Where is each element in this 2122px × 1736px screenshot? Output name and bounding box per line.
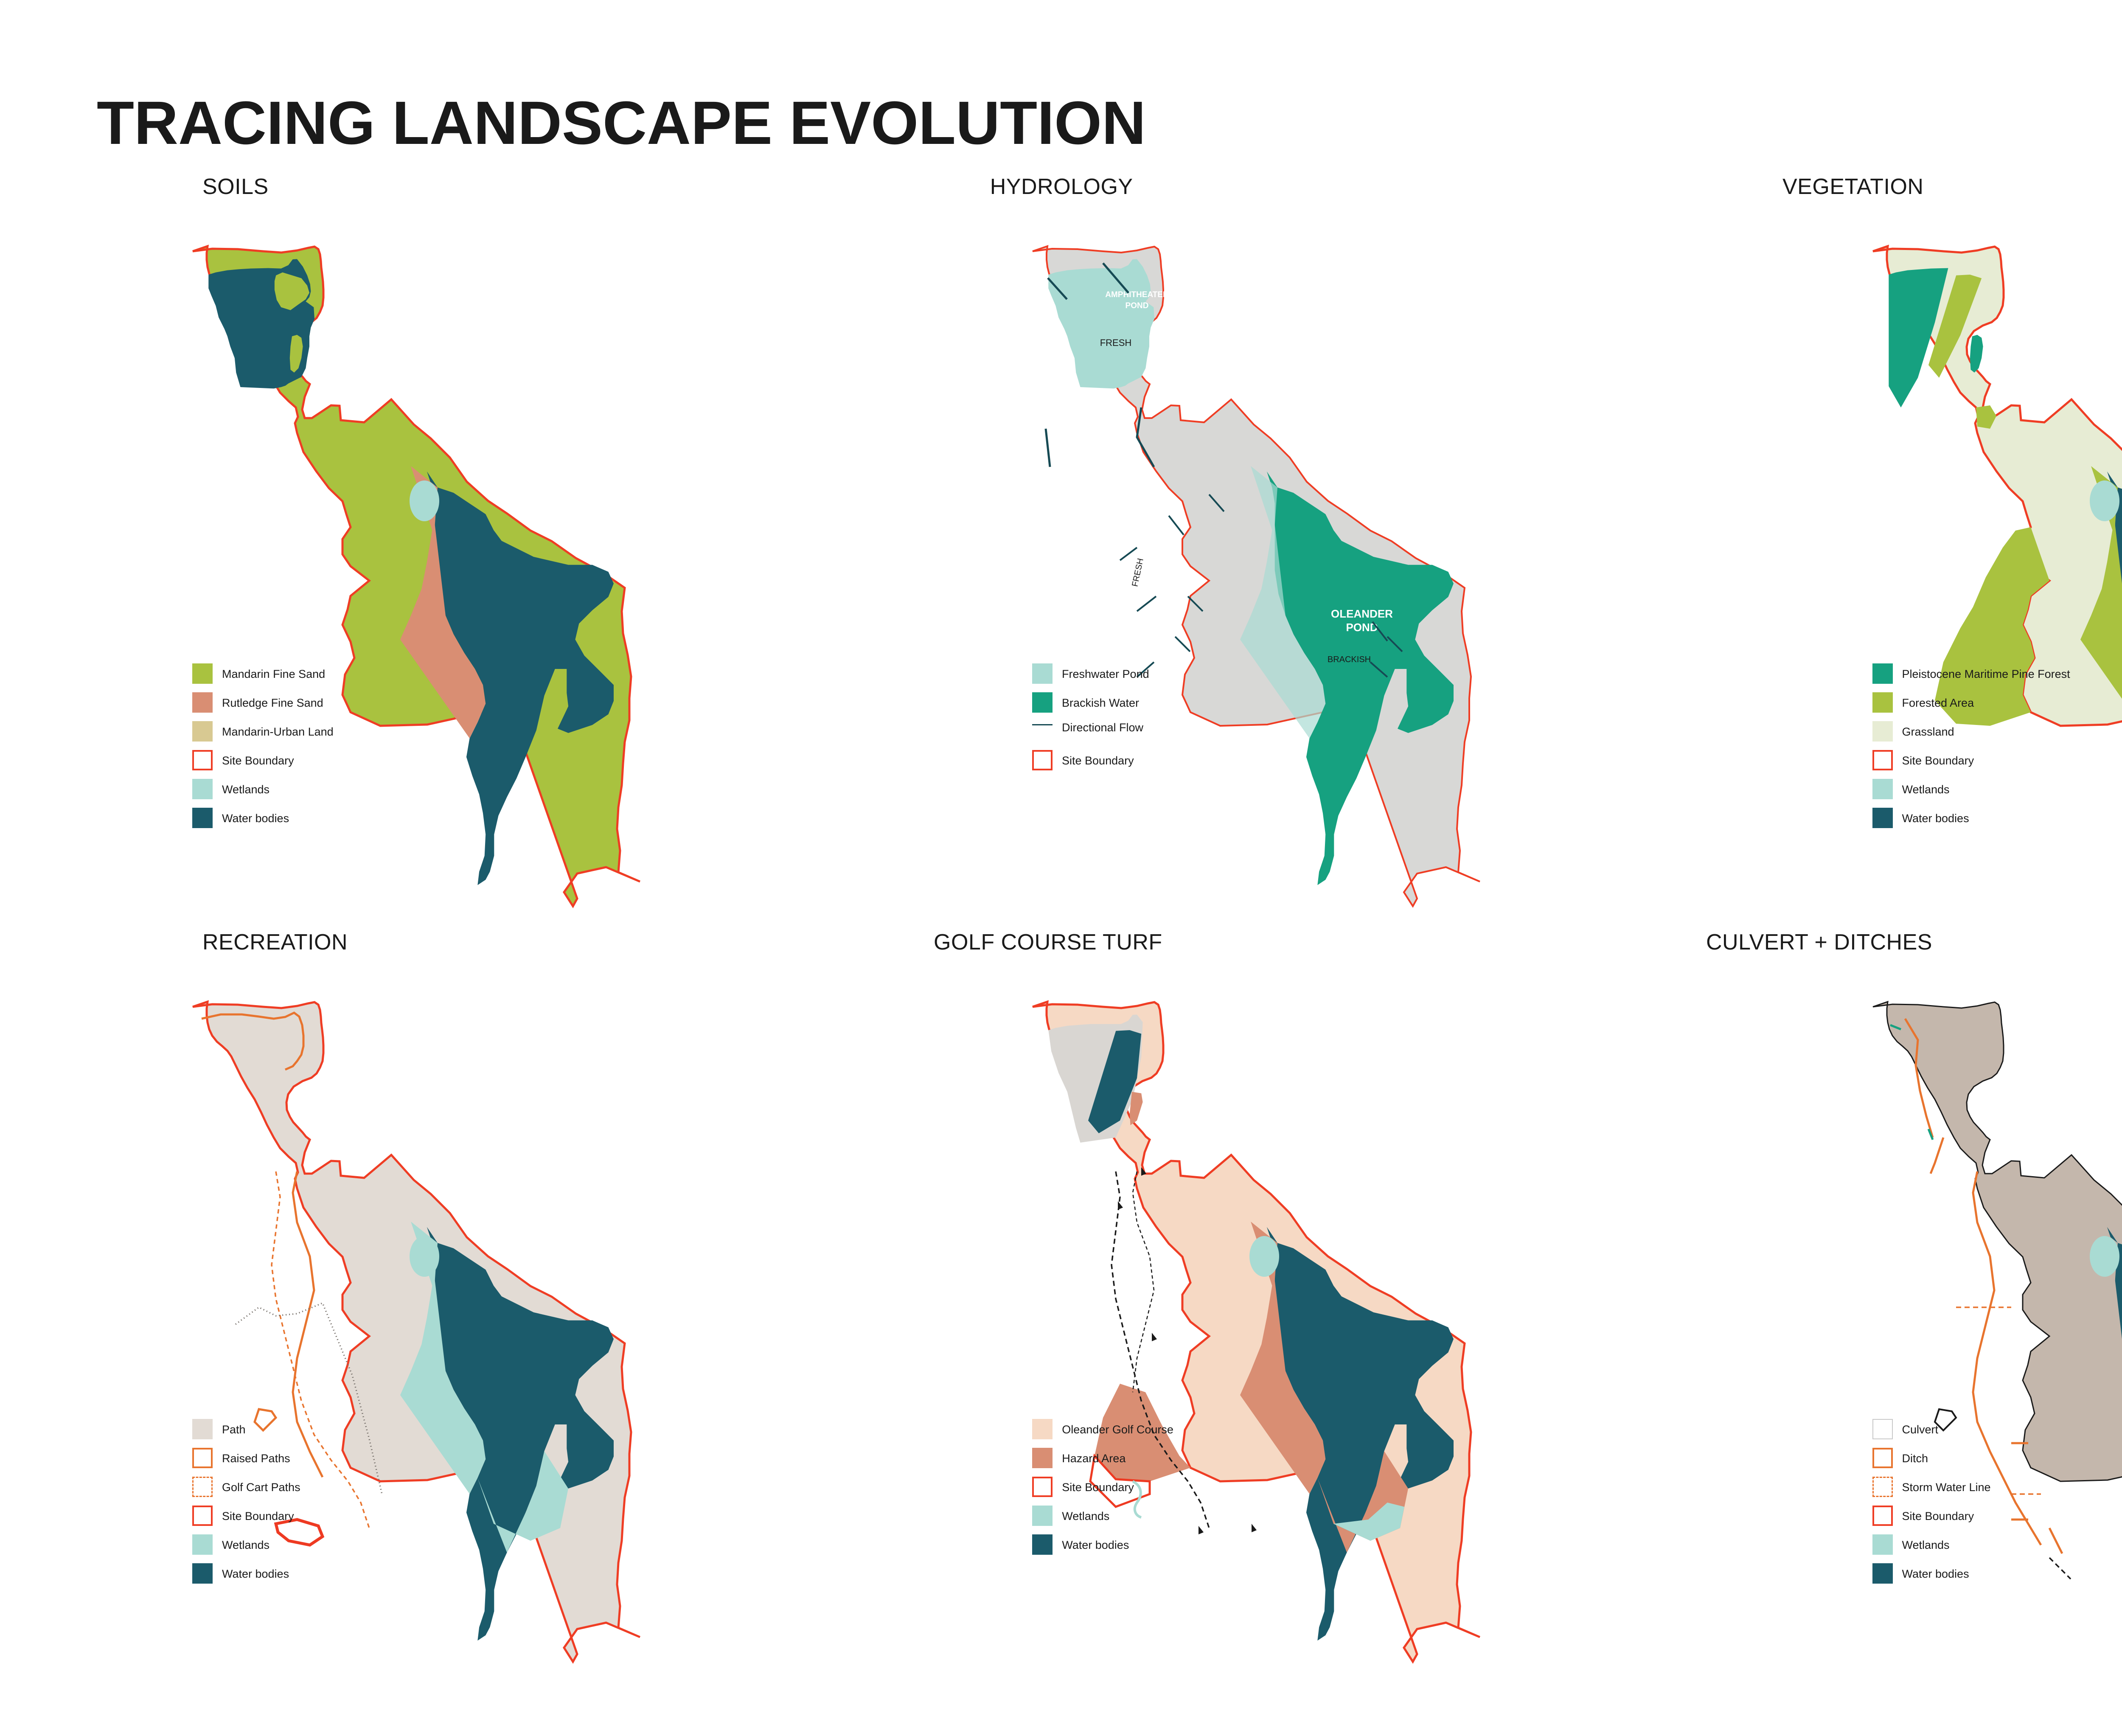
svg-text:OLEANDER: OLEANDER (1331, 607, 1393, 620)
svg-text:POND: POND (1126, 301, 1149, 310)
svg-text:FRESH: FRESH (1100, 337, 1132, 348)
svg-text:BRACKISH: BRACKISH (1328, 655, 1371, 664)
svg-text:FRESH: FRESH (1130, 557, 1145, 587)
svg-text:AMPHITHEATER: AMPHITHEATER (1105, 290, 1169, 299)
